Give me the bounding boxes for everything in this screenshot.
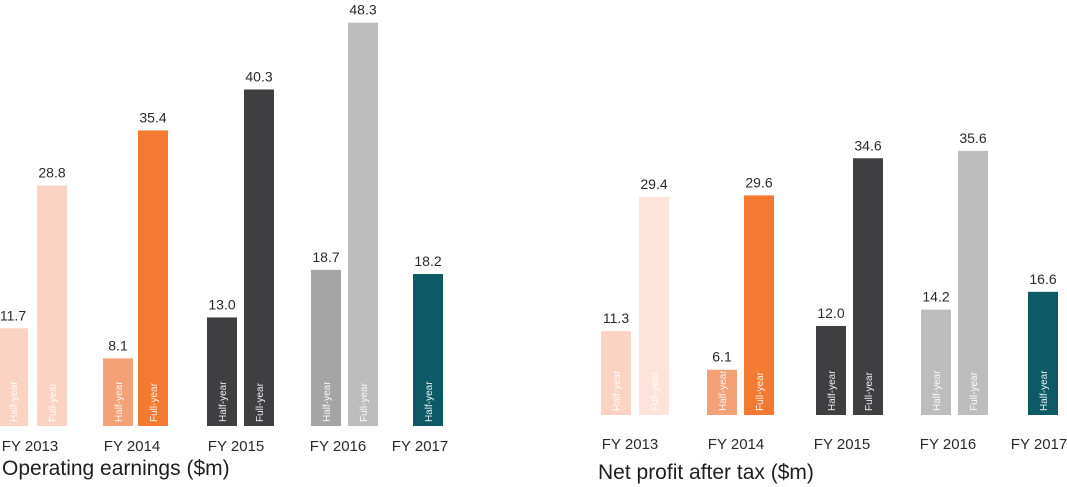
bar-inner-label-npat-fy-2014-full: Full-year — [755, 371, 766, 411]
bar-inner-label-npat-fy-2015-full: Full-year — [864, 371, 875, 411]
value-label-npat-fy-2014-full: 29.6 — [745, 174, 772, 190]
bar-npat-fy-2015-full — [853, 158, 883, 415]
category-label-operating-fy-2015: FY 2015 — [208, 438, 264, 455]
value-label-operating-fy-2014-half: 8.1 — [108, 337, 128, 353]
bar-npat-fy-2015-half — [816, 325, 846, 415]
bar-inner-label-npat-fy-2013-half: Half-year — [612, 370, 623, 411]
bar-inner-label-npat-fy-2017-half: Half-year — [1039, 370, 1050, 411]
category-label-npat-fy-2017: FY 2017 — [1011, 436, 1067, 453]
bar-npat-fy-2017-half — [1028, 291, 1058, 415]
value-label-operating-fy-2015-half: 13.0 — [208, 296, 235, 312]
bar-operating-fy-2013-half — [0, 328, 28, 426]
value-label-npat-fy-2013-half: 11.3 — [603, 310, 629, 326]
bar-operating-fy-2017-half — [413, 274, 443, 426]
bar-inner-label-npat-fy-2013-full: Full-year — [650, 371, 661, 411]
bar-operating-fy-2015-half — [207, 317, 237, 426]
category-label-npat-fy-2013: FY 2013 — [602, 436, 658, 453]
category-label-npat-fy-2015: FY 2015 — [814, 436, 870, 453]
value-label-npat-fy-2016-half: 14.2 — [922, 289, 949, 305]
value-label-npat-fy-2014-half: 6.1 — [712, 349, 732, 365]
bar-operating-fy-2016-half — [311, 269, 341, 426]
value-label-operating-fy-2013-full: 28.8 — [38, 165, 65, 181]
value-label-npat-fy-2016-full: 35.6 — [959, 130, 986, 146]
category-label-operating-fy-2017: FY 2017 — [392, 438, 448, 455]
bar-npat-fy-2013-half — [601, 331, 631, 415]
bar-npat-fy-2016-half — [921, 309, 951, 415]
bar-inner-label-operating-fy-2013-half: Half-year — [9, 381, 20, 422]
category-label-npat-fy-2016: FY 2016 — [920, 436, 976, 453]
bar-npat-fy-2014-half — [707, 369, 737, 415]
category-label-operating-fy-2013: FY 2013 — [2, 438, 58, 455]
bar-inner-label-npat-fy-2016-full: Full-year — [969, 371, 980, 411]
value-label-npat-fy-2013-full: 29.4 — [640, 176, 667, 192]
bar-inner-label-npat-fy-2014-half: Half-year — [718, 370, 729, 411]
chart-npat: 11.3 Half-year 29.4 Full-year FY 2013 6.1 Half… — [601, 130, 1067, 453]
chart-operating: 11.7 Half-year 28.8 Full-year FY 2013 8.1 Half… — [0, 2, 448, 455]
value-label-operating-fy-2016-half: 18.7 — [312, 249, 339, 265]
value-label-operating-fy-2017-half: 18.2 — [414, 253, 441, 269]
bar-operating-fy-2014-half — [103, 358, 133, 426]
bar-inner-label-operating-fy-2016-full: Full-year — [359, 382, 370, 422]
value-label-npat-fy-2017-half: 16.6 — [1029, 271, 1056, 287]
bar-inner-label-npat-fy-2016-half: Half-year — [932, 370, 943, 411]
bar-inner-label-operating-fy-2016-half: Half-year — [322, 381, 333, 422]
bar-inner-label-operating-fy-2013-full: Full-year — [48, 382, 59, 422]
value-label-operating-fy-2014-full: 35.4 — [139, 109, 166, 125]
bar-operating-fy-2015-full — [244, 89, 274, 427]
bar-npat-fy-2014-full — [744, 195, 774, 415]
value-label-npat-fy-2015-full: 34.6 — [854, 137, 881, 153]
category-label-operating-fy-2016: FY 2016 — [310, 438, 366, 455]
value-label-npat-fy-2015-half: 12.0 — [817, 305, 844, 321]
chart-title-net-profit: Net profit after tax ($m) — [598, 461, 814, 484]
bar-inner-label-operating-fy-2015-full: Full-year — [255, 382, 266, 422]
value-label-operating-fy-2015-full: 40.3 — [245, 68, 272, 84]
value-label-operating-fy-2013-half: 11.7 — [0, 307, 26, 323]
bar-inner-label-operating-fy-2017-half: Half-year — [424, 381, 435, 422]
value-label-operating-fy-2016-full: 48.3 — [349, 2, 376, 18]
bar-inner-label-operating-fy-2014-half: Half-year — [114, 381, 125, 422]
bar-operating-fy-2013-full — [37, 185, 67, 426]
bar-inner-label-operating-fy-2015-half: Half-year — [218, 381, 229, 422]
bar-inner-label-operating-fy-2014-full: Full-year — [149, 382, 160, 422]
category-label-npat-fy-2014: FY 2014 — [708, 436, 764, 453]
bar-npat-fy-2016-full — [958, 150, 988, 415]
category-label-operating-fy-2014: FY 2014 — [104, 438, 160, 455]
bar-inner-label-npat-fy-2015-half: Half-year — [827, 370, 838, 411]
bar-operating-fy-2014-full — [138, 130, 168, 426]
bar-operating-fy-2016-full — [348, 22, 378, 426]
chart-title-operating-earnings: Operating earnings ($m) — [2, 457, 230, 480]
bar-npat-fy-2013-full — [639, 196, 669, 415]
